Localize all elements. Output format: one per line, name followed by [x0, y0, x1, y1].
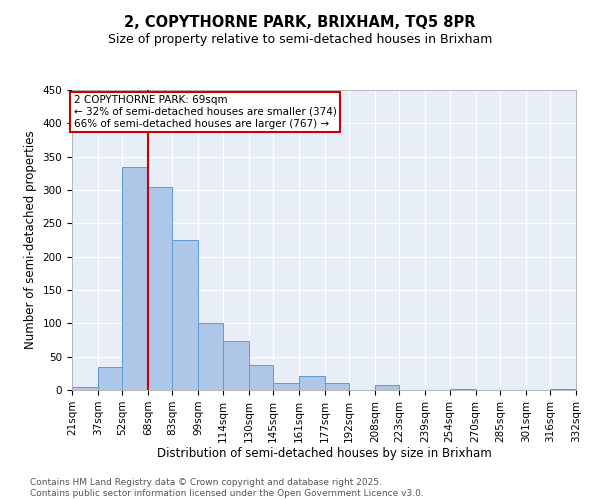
- Bar: [248, 364, 273, 390]
- Bar: [148, 186, 172, 390]
- Text: Contains HM Land Registry data © Crown copyright and database right 2025.
Contai: Contains HM Land Registry data © Crown c…: [30, 478, 424, 498]
- Bar: [273, 384, 299, 390]
- Bar: [98, 366, 122, 390]
- Bar: [550, 388, 576, 390]
- Bar: [449, 388, 476, 390]
- Bar: [199, 324, 223, 390]
- Text: 2 COPYTHORNE PARK: 69sqm
← 32% of semi-detached houses are smaller (374)
66% of : 2 COPYTHORNE PARK: 69sqm ← 32% of semi-d…: [74, 96, 337, 128]
- Text: 2, COPYTHORNE PARK, BRIXHAM, TQ5 8PR: 2, COPYTHORNE PARK, BRIXHAM, TQ5 8PR: [124, 15, 476, 30]
- Bar: [172, 240, 199, 390]
- Bar: [375, 386, 400, 390]
- X-axis label: Distribution of semi-detached houses by size in Brixham: Distribution of semi-detached houses by …: [157, 448, 491, 460]
- Bar: [325, 384, 349, 390]
- Bar: [223, 342, 248, 390]
- Bar: [72, 386, 98, 390]
- Bar: [122, 166, 148, 390]
- Y-axis label: Number of semi-detached properties: Number of semi-detached properties: [24, 130, 37, 350]
- Bar: [299, 376, 325, 390]
- Text: Size of property relative to semi-detached houses in Brixham: Size of property relative to semi-detach…: [108, 32, 492, 46]
